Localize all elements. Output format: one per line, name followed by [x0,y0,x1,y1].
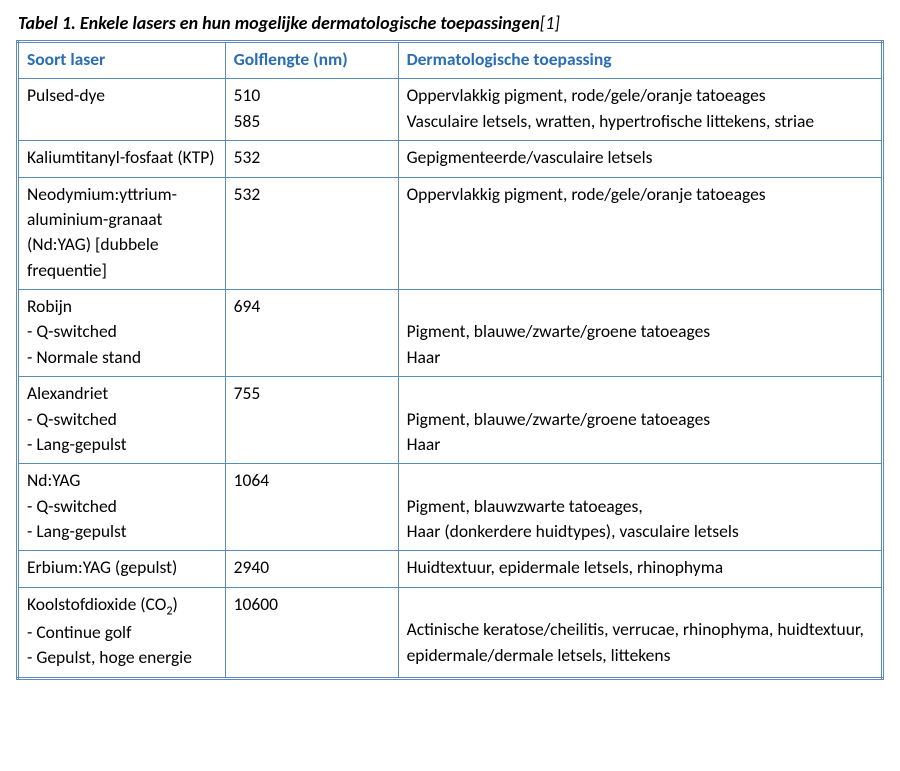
col-header-soort-laser: Soort laser [18,42,226,79]
cell-text: Erbium:YAG (gepulst) [27,555,217,580]
cell-application: Gepigmenteerde/vasculaire letsels [398,141,882,177]
cell-text [407,468,873,493]
cell-text: Nd:YAG [27,468,217,493]
col-header-toepassing: Dermatologische toepassing [398,42,882,79]
cell-text: - Lang-gepulst [27,519,217,544]
cell-text: 585 [234,109,390,134]
cell-application: Oppervlakkig pigment, rode/gele/oranje t… [398,177,882,290]
cell-text: Haar [407,432,873,457]
cell-text: Oppervlakkig pigment, rode/gele/oranje t… [407,182,873,207]
cell-laser: Alexandriet - Q-switched - Lang-gepulst [18,377,226,464]
cell-text: - Q-switched [27,494,217,519]
cell-text: - Continue golf [27,620,217,645]
cell-text-part: ) [173,593,178,615]
cell-text: Koolstofdioxide (CO2) [27,592,217,620]
cell-laser: Robijn - Q-switched - Normale stand [18,290,226,377]
cell-text: 532 [234,182,390,207]
cell-text: Alexandriet [27,381,217,406]
cell-text: - Gepulst, hoge energie [27,645,217,670]
cell-text: 1064 [234,468,390,493]
cell-wavelength: 694 [225,290,398,377]
table-row: Nd:YAG - Q-switched - Lang-gepulst 1064 … [18,464,883,551]
cell-application: Actinische keratose/cheilitis, verrucae,… [398,587,882,678]
cell-text: 510 [234,83,390,108]
cell-text: - Normale stand [27,345,217,370]
table-row: Neodymium:yttrium-aluminium-granaat (Nd:… [18,177,883,290]
col-header-golflengte: Golflengte (nm) [225,42,398,79]
cell-text: Gepigmenteerde/vasculaire letsels [407,145,873,170]
cell-text: Actinische keratose/cheilitis, verrucae,… [407,617,873,668]
cell-wavelength: 510 585 [225,79,398,141]
cell-wavelength: 10600 [225,587,398,678]
cell-text-part: Koolstofdioxide (CO [27,593,166,615]
cell-text [407,381,873,406]
cell-laser: Pulsed-dye [18,79,226,141]
cell-application: Pigment, blauwzwarte tatoeages, Haar (do… [398,464,882,551]
table-caption: Tabel 1. Enkele lasers en hun mogelijke … [18,12,884,34]
cell-application: Oppervlakkig pigment, rode/gele/oranje t… [398,79,882,141]
cell-wavelength: 1064 [225,464,398,551]
cell-wavelength: 532 [225,177,398,290]
cell-text: - Q-switched [27,319,217,344]
cell-text: 10600 [234,592,390,617]
cell-text: Kaliumtitanyl-fosfaat (KTP) [27,145,217,170]
table-row: Robijn - Q-switched - Normale stand 694 … [18,290,883,377]
cell-text: Pigment, blauwe/zwarte/groene tatoeages [407,407,873,432]
cell-text: Pulsed-dye [27,83,217,108]
laser-table: Soort laser Golflengte (nm) Dermatologis… [16,40,884,680]
cell-text: 2940 [234,555,390,580]
table-row: Kaliumtitanyl-fosfaat (KTP) 532 Gepigmen… [18,141,883,177]
cell-text: 532 [234,145,390,170]
cell-laser: Koolstofdioxide (CO2) - Continue golf - … [18,587,226,678]
cell-application: Pigment, blauwe/zwarte/groene tatoeages … [398,377,882,464]
cell-text: Oppervlakkig pigment, rode/gele/oranje t… [407,83,873,108]
cell-text: - Q-switched [27,407,217,432]
caption-text: Tabel 1. Enkele lasers en hun mogelijke … [18,12,540,34]
cell-text [407,592,873,617]
cell-text: Neodymium:yttrium-aluminium-granaat (Nd:… [27,182,217,284]
cell-text: Huidtextuur, epidermale letsels, rhinoph… [407,555,873,580]
cell-text: 755 [234,381,390,406]
table-row: Koolstofdioxide (CO2) - Continue golf - … [18,587,883,678]
table-row: Alexandriet - Q-switched - Lang-gepulst … [18,377,883,464]
cell-laser: Neodymium:yttrium-aluminium-granaat (Nd:… [18,177,226,290]
table-row: Pulsed-dye 510 585 Oppervlakkig pigment,… [18,79,883,141]
table-header-row: Soort laser Golflengte (nm) Dermatologis… [18,42,883,79]
cell-text: - Lang-gepulst [27,432,217,457]
cell-wavelength: 532 [225,141,398,177]
cell-laser: Kaliumtitanyl-fosfaat (KTP) [18,141,226,177]
cell-text: 694 [234,294,390,319]
cell-text: Pigment, blauwe/zwarte/groene tatoeages [407,319,873,344]
cell-laser: Erbium:YAG (gepulst) [18,551,226,587]
caption-ref: [1] [540,12,560,34]
cell-application: Pigment, blauwe/zwarte/groene tatoeages … [398,290,882,377]
cell-text: Haar [407,345,873,370]
cell-text [407,294,873,319]
cell-laser: Nd:YAG - Q-switched - Lang-gepulst [18,464,226,551]
table-row: Erbium:YAG (gepulst) 2940 Huidtextuur, e… [18,551,883,587]
cell-text: Robijn [27,294,217,319]
cell-wavelength: 2940 [225,551,398,587]
cell-text: Vasculaire letsels, wratten, hypertrofis… [407,109,873,134]
cell-application: Huidtextuur, epidermale letsels, rhinoph… [398,551,882,587]
cell-text: Pigment, blauwzwarte tatoeages, [407,494,873,519]
cell-text: Haar (donkerdere huidtypes), vasculaire … [407,519,873,544]
cell-wavelength: 755 [225,377,398,464]
